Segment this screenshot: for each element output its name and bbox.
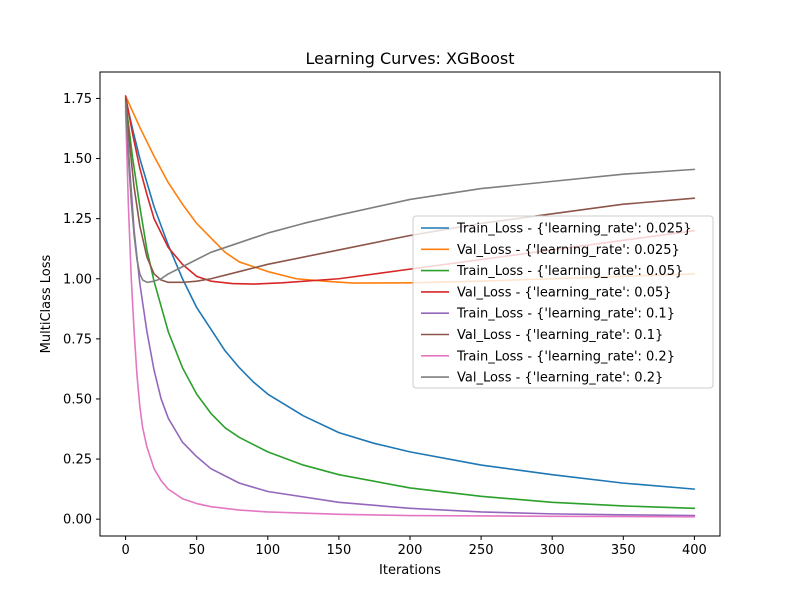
legend-label-8: Val_Loss - {'learning_rate': 0.2} [457,371,663,386]
y-tick-label: 1.00 [63,272,92,287]
y-axis-label: MultiClass Loss [39,254,54,353]
x-tick-label: 300 [540,543,565,558]
y-axis-ticks: 0.00 0.25 0.50 0.75 1.00 1.25 1.50 1.75 [63,92,100,528]
x-tick-label: 250 [469,543,494,558]
y-tick-label: 1.75 [63,92,92,107]
x-axis-ticks: 0 50 100 150 200 250 300 350 400 [121,536,707,558]
legend-label-7: Train_Loss - {'learning_rate': 0.2} [456,349,675,364]
y-tick-label: 0.75 [63,332,92,347]
legend-label-1: Train_Loss - {'learning_rate': 0.025} [456,222,692,237]
legend-label-2: Val_Loss - {'learning_rate': 0.025} [457,243,680,258]
series-line-3 [124,100,696,510]
series-line-5 [124,104,696,517]
chart-title: Learning Curves: XGBoost [305,49,514,68]
x-tick-label: 350 [611,543,636,558]
legend-label-3: Train_Loss - {'learning_rate': 0.05} [456,264,683,279]
legend-label-4: Val_Loss - {'learning_rate': 0.05} [457,285,672,300]
series-line-8 [124,102,696,284]
x-tick-label: 100 [255,543,280,558]
y-tick-label: 0.25 [63,453,92,468]
y-tick-label: 0.00 [63,513,92,528]
legend-box [412,215,714,389]
legend-label-6: Val_Loss - {'learning_rate': 0.1} [457,328,663,343]
series-line-7 [124,109,696,518]
x-tick-label: 0 [121,543,129,558]
y-tick-label: 1.25 [63,212,92,227]
x-tick-label: 400 [682,543,707,558]
y-tick-label: 1.50 [63,152,92,167]
x-tick-label: 150 [326,543,351,558]
x-tick-label: 50 [188,543,205,558]
y-tick-label: 0.50 [63,392,92,407]
series-line-1 [124,97,696,490]
x-axis-label: Iterations [379,563,441,578]
legend-label-5: Train_Loss - {'learning_rate': 0.1} [456,307,675,322]
legend: Train_Loss - {'learning_rate': 0.025} Val… [412,215,714,389]
x-tick-label: 200 [398,543,423,558]
